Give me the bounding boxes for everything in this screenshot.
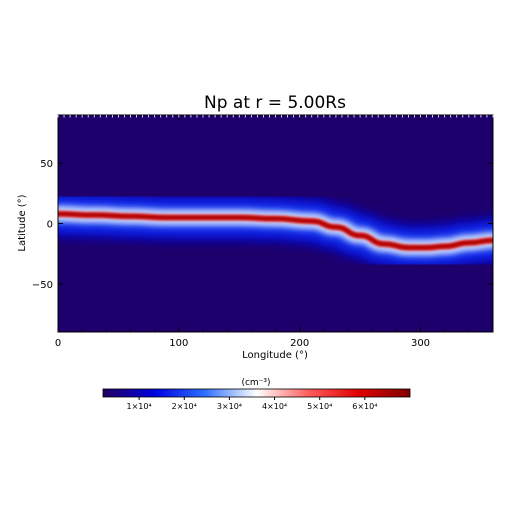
colorbar-tick-label: 6×10⁴ [352, 402, 377, 411]
x-tick-label: 200 [290, 338, 309, 349]
colorbar-ticks: 1×10⁴ 2×10⁴ 3×10⁴ 4×10⁴ 5×10⁴ 6×10⁴ [127, 397, 377, 411]
heatmap-area [58, 115, 493, 332]
axes: 0 100 200 300 50 0 −50 [32, 115, 494, 349]
band-peak [58, 212, 493, 250]
colorbar-tick-label: 3×10⁴ [217, 402, 242, 411]
x-axis-label: Longitude (°) [242, 350, 308, 361]
colorbar-tick-label: 4×10⁴ [262, 402, 287, 411]
y-axis-label: Latitude (°) [17, 194, 28, 251]
colorbar-tick-label: 1×10⁴ [127, 402, 152, 411]
x-tick-label: 300 [411, 338, 430, 349]
colorbar [102, 388, 411, 398]
y-tick-label: 50 [40, 159, 53, 170]
colorbar-tick-label: 5×10⁴ [307, 402, 332, 411]
chart-title: Np at r = 5.00Rs [204, 93, 346, 113]
x-tick-label: 100 [169, 338, 188, 349]
y-tick-label: −50 [32, 280, 53, 291]
colorbar-tick-label: 2×10⁴ [172, 402, 197, 411]
y-tick-label: 0 [47, 220, 53, 231]
x-tick-label: 0 [55, 338, 61, 349]
colorbar-unit-label: (cm⁻³) [241, 378, 270, 388]
